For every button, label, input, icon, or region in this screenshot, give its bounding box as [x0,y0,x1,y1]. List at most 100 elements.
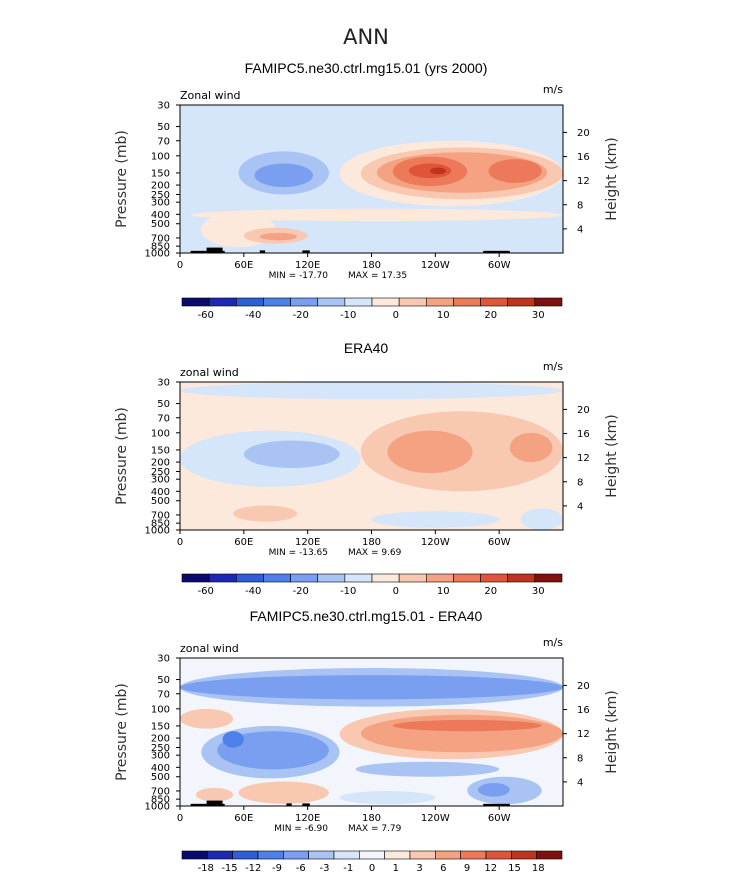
x-tick-label: 120E [295,260,320,271]
contour-region [233,505,298,522]
y-tick-label: 50 [157,122,170,133]
topography-mask [222,803,225,806]
y-tick-label: 30 [157,654,170,665]
x-tick-label: 60W [488,813,511,824]
y-tick-label: 100 [151,151,170,162]
topography-mask [302,250,310,253]
colorbar-label: -20 [293,586,309,597]
height-tick-label: 20 [577,681,590,692]
colorbar-swatch [263,297,291,307]
variable-label: zonal wind [180,642,239,655]
topography-mask [206,247,223,253]
contour-region [259,232,298,241]
y-tick-label: 400 [151,763,170,774]
colorbar-swatch [453,297,481,307]
y-tick-label: 150 [151,445,170,456]
height-tick-label: 8 [577,753,583,764]
topography-mask [206,800,223,806]
x-tick-label: 0 [177,537,183,548]
topography-mask [302,803,310,806]
colorbar-label: -12 [245,863,261,874]
topography-mask [483,250,510,253]
topography-mask [190,803,207,806]
topography-mask [222,250,225,253]
x-tick-label: 60W [488,260,511,271]
height-tick-label: 16 [577,429,590,440]
colorbar-swatch [536,850,563,860]
contour-region [371,511,500,528]
colorbar-swatch [290,573,319,583]
y-axis-label: Pressure (mb) [114,407,130,505]
y-tick-label: 70 [157,413,170,424]
height-tick-label: 8 [577,477,583,488]
topography-mask [190,250,207,253]
min-label: MIN = -6.90 [274,824,328,834]
contour-region [387,430,473,474]
colorbar-label: -6 [296,863,306,874]
colorbar-swatch [507,297,536,307]
y-tick-label: 400 [151,487,170,498]
y-tick-label: 50 [157,399,170,410]
panel-title: ERA40 [344,340,389,356]
y-tick-label: 700 [151,510,170,521]
contour-layer [180,105,563,248]
contour-region [339,790,436,805]
colorbar-swatch [460,850,487,860]
height-tick-label: 16 [577,152,590,163]
contour-region [217,731,329,770]
panel-title: FAMIPC5.ne30.ctrl.mg15.01 - ERA40 [250,608,483,624]
colorbar-label: 30 [532,310,545,321]
x-tick-label: 180 [362,260,381,271]
y-tick-label: 850 [151,519,170,530]
height-tick-label: 4 [577,777,583,788]
colorbar-swatch [435,850,461,860]
colorbar-swatch [485,850,512,860]
colorbar-swatch [181,297,210,307]
y-tick-label: 30 [157,378,170,389]
x-tick-label: 120E [295,813,320,824]
x-tick-label: 120W [421,537,450,548]
colorbar-label: 18 [532,863,545,874]
colorbar-swatch [208,573,237,583]
x-tick-label: 120W [421,260,450,271]
colorbar-swatch [235,297,264,307]
y-axis-label-right: Height (km) [604,137,620,220]
x-tick-label: 60E [234,813,253,824]
colorbar-swatch [208,297,237,307]
contour-region [254,163,313,188]
colorbar-label: 15 [508,863,521,874]
colorbar-label: 0 [393,586,399,597]
topography-mask [286,803,292,806]
colorbar-swatch [181,573,210,583]
x-tick-label: 0 [177,260,183,271]
contour-region [195,787,234,802]
colorbar-swatch [181,850,208,860]
colorbar-label: -20 [293,310,309,321]
topography-mask [483,803,510,806]
colorbar-label: 30 [532,586,545,597]
contour-layer [180,382,563,530]
x-tick-label: 180 [362,537,381,548]
contour-region [180,105,563,141]
x-tick-label: 60W [488,537,511,548]
contour-region [408,163,452,179]
contour-region [392,719,542,732]
colorbar-label: 20 [484,586,497,597]
y-tick-label: 250 [151,467,170,478]
colorbar-swatch [398,573,427,583]
colorbar-swatch [333,850,360,860]
y-tick-label: 1000 [145,802,170,813]
max-label: MAX = 7.79 [348,824,402,834]
colorbar-swatch [207,850,233,860]
x-tick-label: 120E [295,537,320,548]
height-tick-label: 8 [577,200,583,211]
contour-region [488,159,542,183]
colorbar-swatch [480,297,509,307]
y-tick-label: 850 [151,795,170,806]
contour-region [520,508,563,530]
colorbar-swatch [359,850,385,860]
colorbar-label: -10 [340,586,356,597]
colorbar-swatch [534,573,563,583]
panel-title: FAMIPC5.ne30.ctrl.mg15.01 (yrs 2000) [245,60,488,76]
y-tick-label: 500 [151,772,170,783]
